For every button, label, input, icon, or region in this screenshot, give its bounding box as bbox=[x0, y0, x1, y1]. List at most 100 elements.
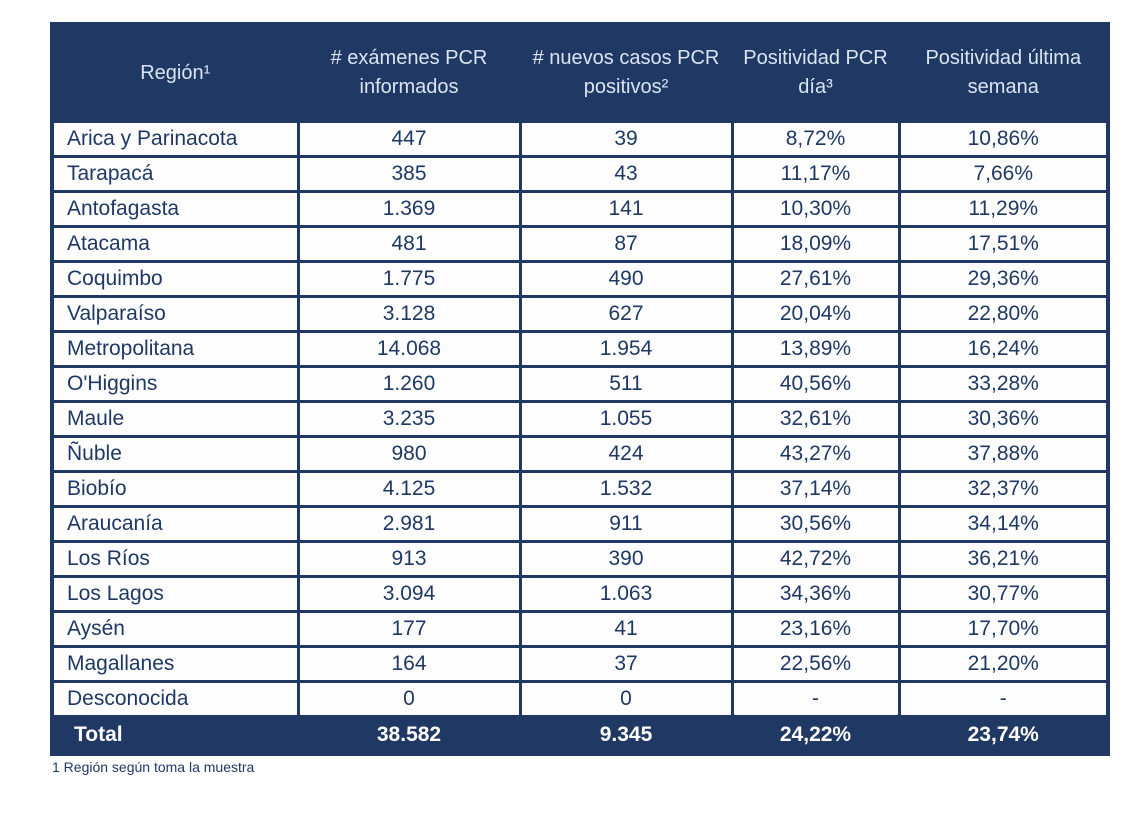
value-cell: 490 bbox=[518, 260, 734, 298]
table-row: Arica y Parinacota 447 39 8,72% 10,86% bbox=[50, 120, 1110, 158]
value-cell: 1.055 bbox=[518, 400, 734, 438]
total-casos: 9.345 bbox=[518, 715, 734, 756]
value-cell: 913 bbox=[296, 540, 522, 578]
value-cell: 911 bbox=[518, 505, 734, 543]
table-row: Tarapacá 385 43 11,17% 7,66% bbox=[50, 155, 1110, 193]
table-body: Arica y Parinacota 447 39 8,72% 10,86% Tarapa… bbox=[50, 120, 1110, 718]
pcr-positivity-table-container: Región¹ # exámenes PCR informados # nuev… bbox=[50, 22, 1110, 775]
value-cell: 20,04% bbox=[730, 295, 901, 333]
region-cell: Magallanes bbox=[50, 645, 300, 683]
column-header-positividad-semana: Positividad última semana bbox=[897, 22, 1110, 123]
table-footer: Total 38.582 9.345 24,22% 23,74% bbox=[50, 715, 1110, 756]
table-row: Maule 3.235 1.055 32,61% 30,36% bbox=[50, 400, 1110, 438]
total-row: Total 38.582 9.345 24,22% 23,74% bbox=[50, 715, 1110, 756]
value-cell: 30,56% bbox=[730, 505, 901, 543]
value-cell: 390 bbox=[518, 540, 734, 578]
value-cell: 22,80% bbox=[897, 295, 1110, 333]
region-cell: Ñuble bbox=[50, 435, 300, 473]
table-row: Valparaíso 3.128 627 20,04% 22,80% bbox=[50, 295, 1110, 333]
value-cell: 3.235 bbox=[296, 400, 522, 438]
column-header-positividad-dia: Positividad PCR día³ bbox=[730, 22, 901, 123]
value-cell: 447 bbox=[296, 120, 522, 158]
value-cell: 33,28% bbox=[897, 365, 1110, 403]
value-cell: 34,14% bbox=[897, 505, 1110, 543]
table-row: Coquimbo 1.775 490 27,61% 29,36% bbox=[50, 260, 1110, 298]
total-examenes: 38.582 bbox=[296, 715, 522, 756]
value-cell: 177 bbox=[296, 610, 522, 648]
value-cell: 37,14% bbox=[730, 470, 901, 508]
table-row: Los Lagos 3.094 1.063 34,36% 30,77% bbox=[50, 575, 1110, 613]
value-cell: 30,36% bbox=[897, 400, 1110, 438]
value-cell: 385 bbox=[296, 155, 522, 193]
value-cell: 32,61% bbox=[730, 400, 901, 438]
table-row: Biobío 4.125 1.532 37,14% 32,37% bbox=[50, 470, 1110, 508]
value-cell: 37,88% bbox=[897, 435, 1110, 473]
table-header: Región¹ # exámenes PCR informados # nuev… bbox=[50, 22, 1110, 123]
region-cell: Biobío bbox=[50, 470, 300, 508]
region-cell: Coquimbo bbox=[50, 260, 300, 298]
value-cell: 42,72% bbox=[730, 540, 901, 578]
value-cell: 13,89% bbox=[730, 330, 901, 368]
value-cell: 0 bbox=[518, 680, 734, 718]
table-row: Antofagasta 1.369 141 10,30% 11,29% bbox=[50, 190, 1110, 228]
value-cell: 29,36% bbox=[897, 260, 1110, 298]
region-cell: Atacama bbox=[50, 225, 300, 263]
value-cell: - bbox=[730, 680, 901, 718]
value-cell: 1.532 bbox=[518, 470, 734, 508]
value-cell: 1.954 bbox=[518, 330, 734, 368]
value-cell: 17,70% bbox=[897, 610, 1110, 648]
value-cell: 511 bbox=[518, 365, 734, 403]
table-row: Araucanía 2.981 911 30,56% 34,14% bbox=[50, 505, 1110, 543]
value-cell: 4.125 bbox=[296, 470, 522, 508]
table-row: O'Higgins 1.260 511 40,56% 33,28% bbox=[50, 365, 1110, 403]
value-cell: 7,66% bbox=[897, 155, 1110, 193]
value-cell: 27,61% bbox=[730, 260, 901, 298]
value-cell: 2.981 bbox=[296, 505, 522, 543]
value-cell: 627 bbox=[518, 295, 734, 333]
value-cell: 3.094 bbox=[296, 575, 522, 613]
table-row: Desconocida 0 0- - bbox=[50, 680, 1110, 718]
value-cell: 18,09% bbox=[730, 225, 901, 263]
table-row: Los Ríos 913 390 42,72% 36,21% bbox=[50, 540, 1110, 578]
total-label: Total bbox=[50, 715, 300, 756]
value-cell: 10,30% bbox=[730, 190, 901, 228]
table-row: Ñuble 980 424 43,27% 37,88% bbox=[50, 435, 1110, 473]
header-row: Región¹ # exámenes PCR informados # nuev… bbox=[50, 22, 1110, 123]
table-row: Atacama 481 87 18,09% 17,51% bbox=[50, 225, 1110, 263]
value-cell: 43 bbox=[518, 155, 734, 193]
value-cell: 39 bbox=[518, 120, 734, 158]
region-cell: Arica y Parinacota bbox=[50, 120, 300, 158]
total-positividad-dia: 24,22% bbox=[730, 715, 901, 756]
column-header-region: Región¹ bbox=[50, 22, 300, 123]
value-cell: 1.063 bbox=[518, 575, 734, 613]
region-cell: Desconocida bbox=[50, 680, 300, 718]
region-cell: Los Ríos bbox=[50, 540, 300, 578]
value-cell: 34,36% bbox=[730, 575, 901, 613]
value-cell: - bbox=[897, 680, 1110, 718]
pcr-positivity-table: Región¹ # exámenes PCR informados # nuev… bbox=[50, 22, 1110, 756]
value-cell: 40,56% bbox=[730, 365, 901, 403]
column-header-nuevos-casos: # nuevos casos PCR positivos² bbox=[518, 22, 734, 123]
value-cell: 424 bbox=[518, 435, 734, 473]
table-row: Metropolitana 14.068 1.954 13,89% 16,24% bbox=[50, 330, 1110, 368]
value-cell: 1.775 bbox=[296, 260, 522, 298]
value-cell: 37 bbox=[518, 645, 734, 683]
value-cell: 164 bbox=[296, 645, 522, 683]
value-cell: 23,16% bbox=[730, 610, 901, 648]
region-cell: Los Lagos bbox=[50, 575, 300, 613]
footnote-region-nota: 1 Región según toma la muestra bbox=[52, 759, 255, 775]
value-cell: 17,51% bbox=[897, 225, 1110, 263]
region-cell: Antofagasta bbox=[50, 190, 300, 228]
value-cell: 0 bbox=[296, 680, 522, 718]
value-cell: 3.128 bbox=[296, 295, 522, 333]
column-header-examenes-pcr: # exámenes PCR informados bbox=[296, 22, 522, 123]
value-cell: 22,56% bbox=[730, 645, 901, 683]
value-cell: 11,17% bbox=[730, 155, 901, 193]
value-cell: 980 bbox=[296, 435, 522, 473]
table-row: Aysén 177 41 23,16% 17,70% bbox=[50, 610, 1110, 648]
value-cell: 32,37% bbox=[897, 470, 1110, 508]
value-cell: 8,72% bbox=[730, 120, 901, 158]
value-cell: 21,20% bbox=[897, 645, 1110, 683]
region-cell: Maule bbox=[50, 400, 300, 438]
value-cell: 87 bbox=[518, 225, 734, 263]
